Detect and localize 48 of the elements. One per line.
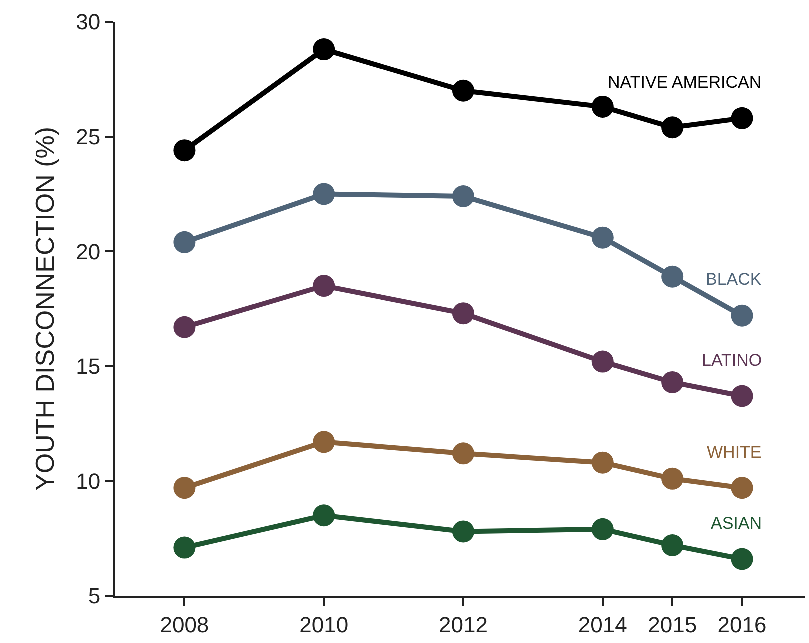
y-axis-title: YOUTH DISCONNECTION (%) [30,127,60,491]
point [452,186,474,208]
y-tick-label: 10 [76,468,101,494]
series-label: NATIVE AMERICAN [608,73,762,92]
x-tick-label: 2016 [718,612,767,638]
series-label: ASIAN [711,514,762,533]
point [592,452,614,474]
point [662,266,684,288]
point [662,468,684,490]
point [313,431,336,454]
point [731,107,754,130]
x-tick-label: 2014 [578,612,628,638]
point [592,96,614,118]
point [592,518,614,540]
y-tick-label: 5 [88,584,101,609]
point [731,548,754,570]
point [174,231,196,254]
point [174,316,196,338]
point [662,116,684,139]
point [662,371,684,394]
point [731,477,754,500]
point [452,520,474,543]
point [313,38,336,61]
point [452,302,474,325]
x-tick-label: 2012 [439,612,488,638]
point [174,536,196,559]
series-label: LATINO [702,351,762,370]
point [662,534,684,556]
point [313,504,336,527]
point [313,183,336,206]
point [592,226,614,249]
point [174,140,196,162]
point [592,350,614,373]
x-tick-label: 2010 [300,612,349,638]
series-label: BLACK [706,270,762,289]
point [452,442,474,465]
x-tick-label: 2015 [648,612,698,638]
point [731,385,754,408]
y-tick-label: 30 [76,10,101,35]
y-tick-label: 20 [76,239,101,264]
point [452,80,474,102]
x-tick-label: 2008 [160,612,210,638]
y-tick-label: 25 [76,124,101,150]
y-tick-label: 15 [76,354,101,380]
point [313,275,336,298]
series-label: WHITE [707,443,762,462]
point [731,304,754,327]
point [174,477,196,500]
